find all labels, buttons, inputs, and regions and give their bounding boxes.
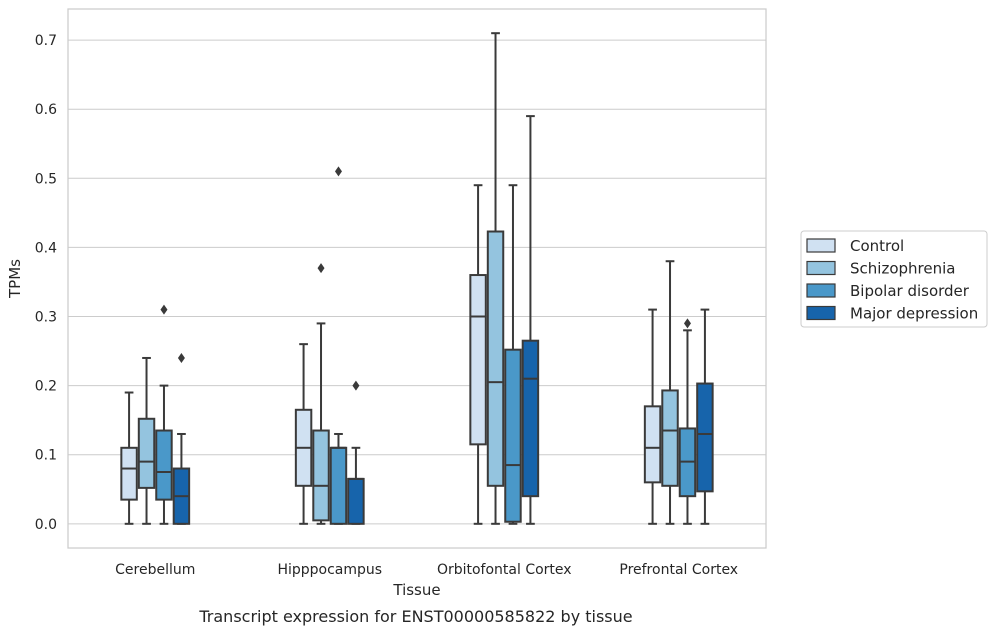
outlier-point — [177, 352, 185, 363]
box-iqr — [137, 417, 156, 489]
legend: Control Schizophrenia Bipolar disorder Majo… — [800, 230, 988, 328]
box-2-0 — [469, 184, 487, 525]
legend-label: Schizophrenia — [850, 260, 955, 278]
legend-label: Bipolar disorder — [850, 282, 970, 300]
y-axis-ticks: 0.0 0.1 0.2 0.3 0.4 0.5 0.6 0.7 — [35, 33, 57, 533]
y-tick-label: 0.2 — [35, 379, 57, 395]
y-tick-label: 0.6 — [35, 102, 57, 118]
box-0-2 — [155, 304, 173, 525]
y-tick-label: 0.4 — [35, 240, 57, 256]
box-3-0 — [643, 308, 662, 525]
x-tick-label: Orbitofontal Cortex — [437, 562, 572, 578]
outlier-point — [317, 263, 325, 274]
x-tick-label: Prefrontal Cortex — [619, 562, 738, 578]
box-1-1 — [312, 263, 330, 525]
outlier-point — [334, 166, 342, 177]
box-iqr — [155, 429, 173, 501]
y-tick-label: 0.7 — [35, 33, 57, 49]
box-iqr — [329, 446, 348, 525]
box-iqr — [521, 339, 540, 498]
box-2-1 — [486, 32, 505, 525]
outlier-point — [160, 304, 168, 315]
box-2-2 — [504, 184, 522, 525]
x-axis-title: Tissue — [392, 581, 440, 599]
x-axis-ticks: Cerebellum Hipppocampus Orbitofontal Corte… — [115, 562, 738, 578]
box-1-3 — [347, 380, 365, 525]
box-0-0 — [120, 391, 138, 525]
legend-frame — [800, 230, 988, 328]
box-3-3 — [696, 308, 714, 525]
y-axis-title: TPMs — [6, 259, 24, 299]
box-iqr — [486, 230, 505, 487]
legend-swatch — [806, 305, 836, 321]
legend-swatch — [806, 260, 836, 276]
x-tick-label: Cerebellum — [115, 562, 195, 578]
box-iqr — [347, 477, 365, 525]
box-3-1 — [661, 260, 679, 525]
box-plots — [120, 32, 714, 525]
box-1-0 — [294, 343, 313, 525]
box-iqr — [312, 429, 330, 522]
legend-swatch — [806, 238, 836, 253]
box-iqr — [469, 274, 487, 446]
box-0-3 — [172, 352, 191, 525]
legend-label: Major depression — [850, 305, 978, 323]
y-tick-label: 0.3 — [35, 310, 57, 326]
legend-swatch — [806, 283, 836, 298]
box-1-2 — [329, 166, 348, 525]
y-tick-label: 0.0 — [35, 517, 57, 533]
y-tick-label: 0.1 — [35, 448, 57, 464]
box-iqr — [120, 446, 138, 501]
box-iqr — [643, 405, 662, 484]
box-3-2 — [678, 318, 697, 525]
plot-area-frame — [67, 8, 767, 549]
outlier-point — [683, 318, 691, 329]
outlier-point — [352, 380, 360, 391]
x-tick-label: Hipppocampus — [277, 562, 382, 578]
box-2-3 — [521, 115, 540, 525]
box-iqr — [504, 348, 522, 523]
y-tick-label: 0.5 — [35, 171, 57, 187]
legend-label: Control — [850, 237, 904, 255]
box-iqr — [661, 389, 679, 487]
box-iqr — [696, 382, 714, 493]
box-0-1 — [137, 356, 156, 525]
chart-caption: Transcript expression for ENST0000058582… — [198, 607, 632, 626]
